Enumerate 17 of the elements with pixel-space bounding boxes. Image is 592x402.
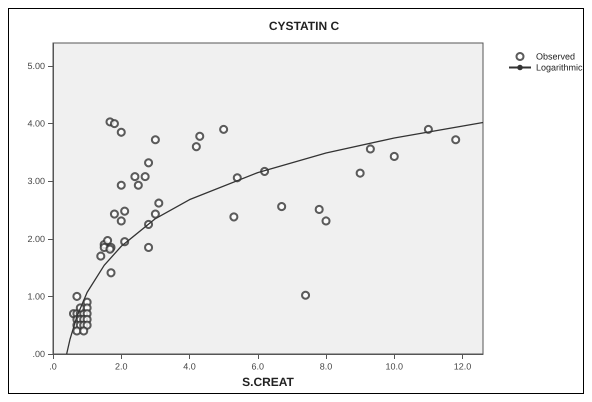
y-tick-label: .00: [32, 349, 45, 359]
chart-title: CYSTATIN C: [268, 19, 340, 33]
x-tick-label: 2.0: [114, 362, 128, 372]
x-tick-label: .0: [49, 362, 57, 372]
y-tick-label: 3.00: [27, 176, 45, 186]
y-tick-label: 5.00: [27, 61, 45, 72]
x-tick-label: 4.0: [183, 362, 196, 372]
x-tick-label: 6.0: [252, 362, 264, 372]
x-tick-label: 8.0: [320, 362, 332, 372]
y-tick-label: 4.00: [27, 118, 45, 129]
legend-label: Observed: [536, 52, 576, 62]
x-tick-label: 10.0: [386, 362, 404, 372]
x-axis-title: S.CREAT: [242, 375, 295, 389]
legend-label: Logarithmic: [536, 62, 584, 72]
y-tick-label: 1.00: [27, 291, 45, 302]
x-tick-label: 12.0: [454, 362, 472, 372]
y-tick-label: 2.00: [27, 234, 45, 244]
